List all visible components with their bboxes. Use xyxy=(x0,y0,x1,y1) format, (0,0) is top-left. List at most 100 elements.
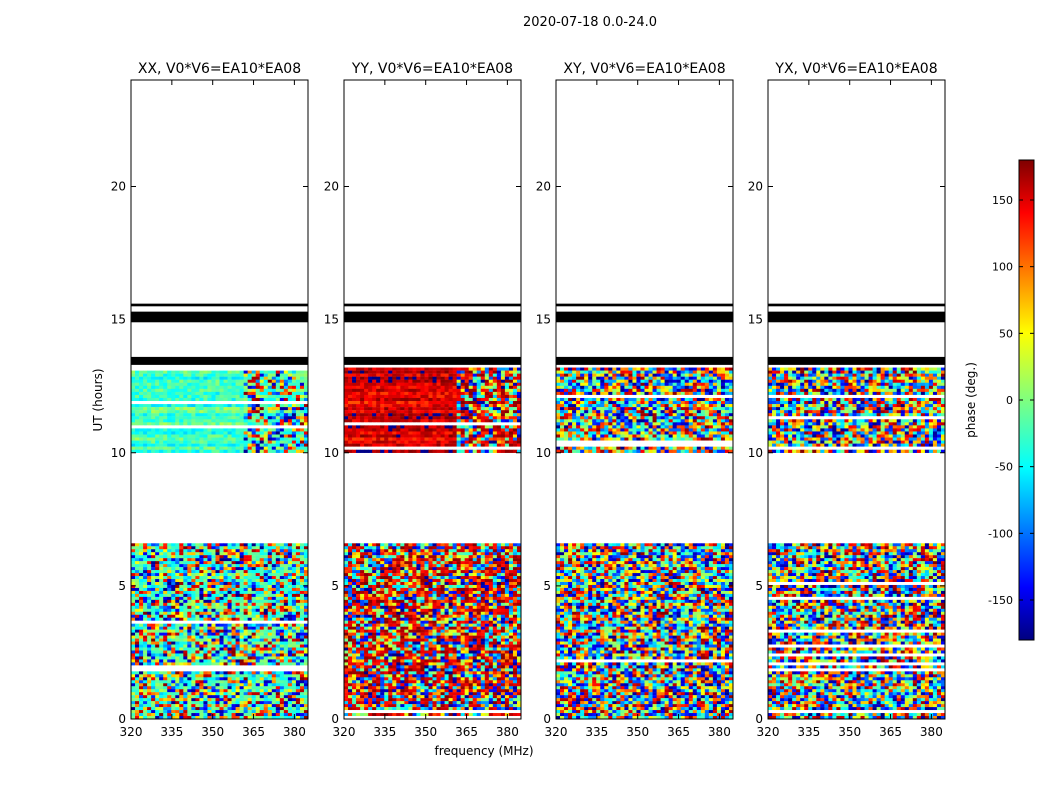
heatmap-cell xyxy=(255,549,261,553)
heatmap-cell xyxy=(143,391,148,396)
heatmap-cell xyxy=(179,677,184,681)
heatmap-cell xyxy=(171,635,176,639)
heatmap-cell xyxy=(175,593,180,598)
heatmap-cell xyxy=(223,635,228,639)
heatmap-cell xyxy=(464,546,470,550)
heatmap-cell xyxy=(295,659,301,663)
heatmap-cell xyxy=(392,573,397,577)
heatmap-cell xyxy=(424,579,429,583)
heatmap-cell xyxy=(219,608,224,612)
heatmap-cell xyxy=(183,713,188,717)
heatmap-cell xyxy=(219,579,224,583)
heatmap-cell xyxy=(143,650,148,654)
heatmap-cell xyxy=(195,446,200,450)
heatmap-cell xyxy=(227,671,232,675)
heatmap-cell xyxy=(235,674,241,678)
heatmap-cell xyxy=(147,611,152,615)
heatmap-cell xyxy=(219,404,224,408)
heatmap-cell xyxy=(235,391,241,396)
heatmap-cell xyxy=(239,576,245,580)
heatmap-cell xyxy=(299,605,305,609)
heatmap-cell xyxy=(219,558,224,562)
heatmap-cell xyxy=(195,579,200,583)
heatmap-cell xyxy=(135,549,140,553)
heatmap-cell xyxy=(279,641,285,645)
heatmap-cell xyxy=(147,590,152,595)
heatmap-cell xyxy=(239,677,245,681)
heatmap-cell xyxy=(424,617,429,621)
heatmap-cell xyxy=(203,385,208,390)
heatmap-cell xyxy=(139,707,144,711)
heatmap-cell xyxy=(159,602,164,607)
heatmap-cell xyxy=(263,437,269,441)
heatmap-cell xyxy=(271,653,277,657)
heatmap-cell xyxy=(199,611,204,615)
heatmap-cell xyxy=(131,564,136,568)
heatmap-cell xyxy=(167,561,172,565)
heatmap-cell xyxy=(219,626,224,630)
heatmap-cell xyxy=(516,587,522,592)
heatmap-cell xyxy=(159,683,164,687)
heatmap-cell xyxy=(175,570,180,574)
heatmap-cell xyxy=(239,370,245,374)
heatmap-cell xyxy=(247,440,253,444)
heatmap-cell xyxy=(215,677,220,681)
heatmap-cell xyxy=(143,431,148,435)
heatmap-cell xyxy=(163,587,168,592)
heatmap-cell xyxy=(376,602,381,607)
heatmap-cell xyxy=(203,620,208,624)
heatmap-cell xyxy=(199,656,204,660)
heatmap-cell xyxy=(255,704,261,708)
heatmap-cell xyxy=(291,388,297,393)
heatmap-cell xyxy=(259,376,265,380)
heatmap-cell xyxy=(452,593,458,598)
heatmap-cell xyxy=(480,543,486,547)
heatmap-cell xyxy=(460,561,466,565)
heatmap-cell xyxy=(504,567,510,571)
heatmap-cell xyxy=(219,449,224,453)
heatmap-cell xyxy=(167,650,172,654)
heatmap-cell xyxy=(259,638,265,642)
heatmap-cell xyxy=(480,552,486,556)
heatmap-cell xyxy=(404,567,409,571)
heatmap-cell xyxy=(271,614,277,618)
heatmap-cell xyxy=(444,573,449,577)
heatmap-cell xyxy=(271,564,277,568)
heatmap-cell xyxy=(139,668,144,672)
heatmap-cell xyxy=(183,716,188,720)
heatmap-cell xyxy=(167,440,172,444)
heatmap-cell xyxy=(267,602,273,607)
heatmap-cell xyxy=(440,602,445,607)
heatmap-cell xyxy=(512,549,518,553)
heatmap-cell xyxy=(183,692,188,696)
heatmap-cell xyxy=(263,425,269,429)
heatmap-cell xyxy=(299,641,305,645)
heatmap-cell xyxy=(167,713,172,717)
heatmap-cell xyxy=(243,689,249,693)
heatmap-cell xyxy=(155,683,160,687)
heatmap-cell xyxy=(131,638,136,642)
heatmap-cell xyxy=(183,401,188,405)
heatmap-cell xyxy=(247,437,253,441)
heatmap-cell xyxy=(432,584,437,589)
heatmap-cell xyxy=(195,590,200,595)
heatmap-cell xyxy=(211,413,216,417)
heatmap-cell xyxy=(360,564,365,568)
heatmap-cell xyxy=(139,680,144,684)
heatmap-cell xyxy=(191,683,196,687)
heatmap-cell xyxy=(472,543,478,547)
x-tick-label: 320 xyxy=(120,725,143,739)
heatmap-cell xyxy=(263,620,269,624)
heatmap-cell xyxy=(247,555,253,559)
heatmap-cell xyxy=(508,576,514,580)
heatmap-cell xyxy=(175,394,180,399)
heatmap-cell xyxy=(147,599,152,604)
heatmap-cell xyxy=(259,593,265,598)
heatmap-cell xyxy=(163,608,168,612)
heatmap-cell xyxy=(255,686,261,690)
heatmap-cell xyxy=(203,590,208,595)
heatmap-cell xyxy=(299,388,305,393)
heatmap-cell xyxy=(291,602,297,607)
heatmap-cell xyxy=(303,701,309,705)
heatmap-cell xyxy=(263,370,269,374)
